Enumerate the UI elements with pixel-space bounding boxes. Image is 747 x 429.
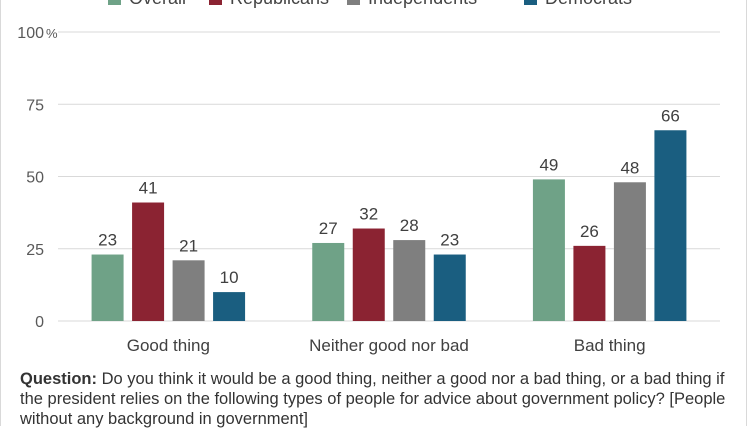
frame-border-left [0, 0, 1, 426]
data-label: 48 [620, 158, 639, 177]
footnote-label: Question: [20, 370, 97, 388]
data-label: 41 [139, 179, 158, 198]
legend-swatch [347, 0, 360, 5]
data-label: 23 [98, 231, 117, 250]
data-label: 10 [220, 268, 239, 287]
bar [172, 260, 205, 321]
legend-label: Independents [368, 0, 477, 9]
y-tick-label: 0 [35, 314, 44, 331]
bar [654, 130, 687, 321]
y-tick-label: 100 [17, 25, 44, 42]
footnote-text: Do you think it would be a good thing, n… [20, 370, 726, 428]
legend-swatch [524, 0, 537, 5]
bar [132, 202, 165, 321]
bar [573, 245, 606, 321]
data-label: 49 [539, 155, 558, 174]
bar-chart: 0 25 50 75 100 % 23 41 21 10 Good thing 27 32 28 23 Nei… [17, 25, 720, 355]
bar [213, 292, 246, 321]
legend-label: Republicans [230, 0, 329, 9]
legend-label: Overall [129, 0, 186, 9]
data-label: 23 [440, 231, 459, 250]
bar [613, 182, 646, 321]
data-label: 21 [179, 236, 198, 255]
y-tick-label: 25 [26, 242, 44, 259]
legend-swatch [209, 0, 222, 5]
data-label: 32 [359, 205, 378, 224]
legend-item: Republicans [209, 0, 329, 9]
x-category-label: Neither good nor bad [309, 336, 469, 355]
legend-item: Overall [108, 0, 186, 9]
y-tick-label: 50 [26, 170, 44, 187]
x-category-label: Bad thing [574, 336, 646, 355]
legend-item: Independents [347, 0, 477, 9]
legend-label: Democrats [545, 0, 632, 9]
bar [91, 254, 124, 321]
data-label: 66 [661, 106, 680, 125]
footnote: Question: Do you think it would be a goo… [20, 369, 735, 429]
bar [393, 240, 426, 321]
data-label: 26 [580, 222, 599, 241]
bar [352, 228, 385, 321]
y-unit-label: % [46, 26, 58, 41]
legend-swatch [108, 0, 121, 5]
x-category-label: Good thing [127, 336, 210, 355]
data-label: 28 [400, 216, 419, 235]
bar [312, 242, 345, 321]
y-tick-label: 75 [26, 97, 44, 114]
data-label: 27 [319, 219, 338, 238]
legend-item: Democrats [524, 0, 632, 9]
bar [532, 179, 565, 321]
bar [433, 254, 466, 321]
legend: Overall Republicans Independents Democrats [0, 0, 747, 10]
